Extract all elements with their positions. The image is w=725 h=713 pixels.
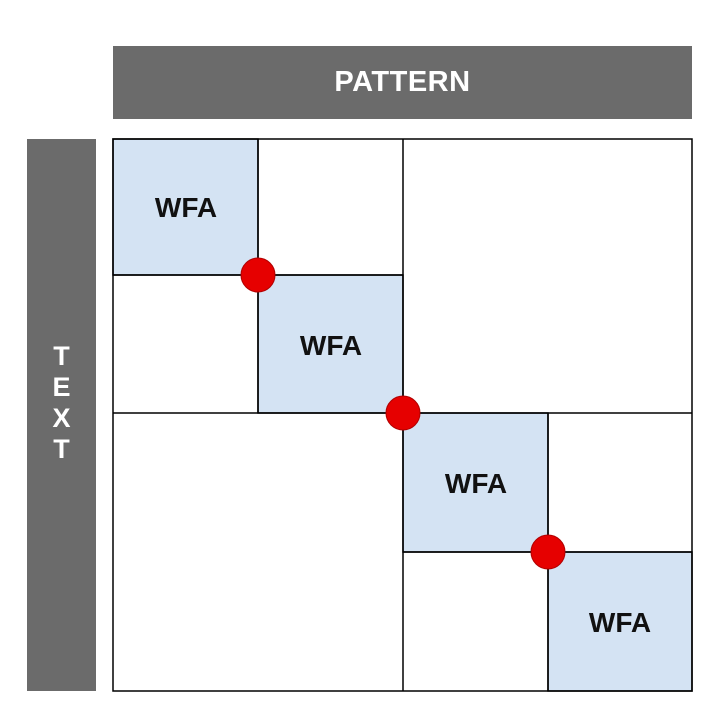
wfa-block-4 bbox=[547, 551, 693, 692]
junction-point-2 bbox=[385, 395, 421, 431]
text-letter-1: T bbox=[53, 341, 70, 371]
wfa-label-1: WFA bbox=[155, 192, 217, 223]
wfa-block-2 bbox=[257, 274, 404, 414]
wfa-block-3 bbox=[402, 412, 549, 553]
junction-point-3 bbox=[530, 534, 566, 570]
junction-point-1 bbox=[240, 257, 276, 293]
text-letter-2: E bbox=[52, 372, 71, 402]
text-side-bar: T E X T bbox=[27, 139, 96, 691]
text-letter-4: T bbox=[53, 434, 70, 464]
wfa-label-4: WFA bbox=[589, 607, 651, 638]
wfa-label-3: WFA bbox=[445, 468, 507, 499]
text-letter-3: X bbox=[52, 403, 71, 433]
wfa-label-2: WFA bbox=[300, 330, 362, 361]
pattern-label: PATTERN bbox=[334, 66, 471, 98]
text-label: T E X T bbox=[27, 341, 96, 465]
wfa-block-1 bbox=[112, 138, 259, 276]
pattern-header-bar: PATTERN bbox=[113, 46, 692, 119]
